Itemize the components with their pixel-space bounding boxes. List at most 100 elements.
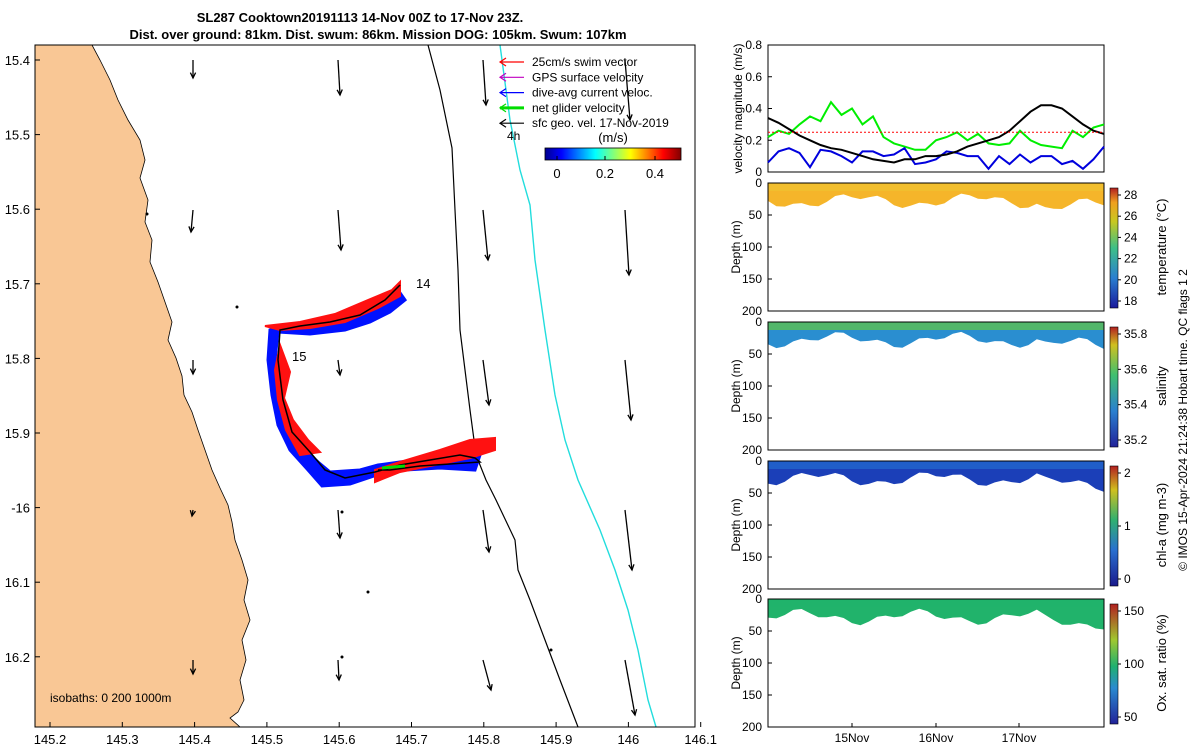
chla-y-tick-label: 200 <box>742 582 762 596</box>
oxygen-y-label: Depth (m) <box>729 636 743 689</box>
map-y-tick-label: 15.5 <box>5 128 30 143</box>
temperature-colorbar-tick-label: 18 <box>1124 294 1138 308</box>
chla-colorbar-tick-label: 2 <box>1124 466 1131 480</box>
chla-y-tick-label: 100 <box>742 518 762 532</box>
vector-arrowhead <box>627 414 634 422</box>
temperature-colorbar-tick-label: 24 <box>1124 230 1138 244</box>
vector-arrowhead <box>630 709 638 717</box>
map-x-tick-label: 145.5 <box>251 732 284 747</box>
geostrophic-vector <box>482 59 487 106</box>
salinity-y-tick-label: 150 <box>742 411 762 425</box>
velocity-y-tick-label: 0.8 <box>745 38 762 52</box>
salinity-colorbar-label: salinity <box>1154 366 1169 406</box>
geostrophic-vector <box>624 359 632 421</box>
map-colorbar-title: (m/s) <box>598 130 628 145</box>
chla-colorbar-tick-label: 0 <box>1124 572 1131 586</box>
day-label-14: 14 <box>416 276 430 291</box>
legend-arrowhead <box>498 103 507 113</box>
geostrophic-vector <box>624 659 636 716</box>
vector-arrowhead <box>625 269 632 277</box>
vector-arrowhead <box>336 369 343 377</box>
map-x-tick-label: 145.2 <box>34 732 67 747</box>
geostrophic-vector <box>337 209 342 251</box>
oxygen-background <box>768 599 1104 727</box>
oxygen-y-tick-label: 200 <box>742 720 762 734</box>
salinity-colorbar <box>1109 326 1119 448</box>
salinity-background <box>768 322 1104 450</box>
vector-arrowhead <box>628 564 635 572</box>
temperature-y-tick-label: 150 <box>742 272 762 286</box>
geostrophic-vector <box>337 359 341 376</box>
temperature-colorbar-tick-label: 28 <box>1124 188 1138 202</box>
map-colorbar-tick-label: 0 <box>553 166 560 181</box>
map-y-tick-label: 15.9 <box>5 426 30 441</box>
map-colorbar-tick-label: 0.4 <box>646 166 664 181</box>
salinity-colorbar-tick-label: 35.6 <box>1124 362 1148 376</box>
map-panel: 14 15 145.2 145.3 145.4 145.5 145.6 145.7 145.… <box>5 44 717 747</box>
glider-track-line <box>277 284 482 479</box>
legend-item-label: sfc geo. vel. 17-Nov-2019 <box>532 116 669 130</box>
legend-arrowhead <box>498 57 507 67</box>
map-x-tick-label: 145.4 <box>178 732 211 747</box>
geostrophic-vector <box>337 59 341 96</box>
temperature-y-tick-label: 100 <box>742 240 762 254</box>
chla-colorbar-tick-label: 1 <box>1124 519 1131 533</box>
salinity-y-tick-label: 0 <box>755 315 762 329</box>
legend-item-label: dive-avg current veloc. <box>532 86 653 100</box>
geostrophic-vector <box>337 659 340 681</box>
map-colorbar-tick-label: 0.2 <box>596 166 614 181</box>
oxygen-surface-layer <box>768 599 1104 607</box>
chla-y-tick-label: 0 <box>755 454 762 468</box>
vector-arrowhead <box>189 368 197 376</box>
geostrophic-vector-field <box>188 59 638 717</box>
velocity-series-line <box>767 145 1105 171</box>
chla-y-label: Depth (m) <box>729 498 743 551</box>
map-x-tick-label: 145.8 <box>468 732 501 747</box>
island-dot <box>549 648 553 652</box>
chla-y-tick-label: 50 <box>749 486 763 500</box>
map-x-tick-label: 145.9 <box>540 732 573 747</box>
temperature-y-tick-label: 50 <box>749 208 763 222</box>
map-x-tick-label: 145.7 <box>395 732 428 747</box>
salinity-surface-layer <box>768 322 1104 330</box>
map-y-tick-label: 15.7 <box>5 277 30 292</box>
map-y-tick-label: 15.8 <box>5 351 30 366</box>
time-tick-label: 17Nov <box>1002 731 1037 745</box>
vector-arrowhead <box>189 668 197 676</box>
land-coast <box>35 45 251 727</box>
legend-item-label: 25cm/s swim vector <box>532 55 637 69</box>
temperature-surface-layer <box>768 183 1104 191</box>
oxygen-colorbar-tick-label: 150 <box>1124 604 1144 618</box>
chla-colorbar-label: chl-a (mg m-3) <box>1154 483 1169 568</box>
geostrophic-vector <box>624 209 630 276</box>
temperature-colorbar-tick-label: 26 <box>1124 209 1138 223</box>
oxygen-colorbar-label: Ox. sat. ratio (%) <box>1154 614 1169 712</box>
vector-arrowhead <box>189 510 196 518</box>
map-y-tick-label: 15.4 <box>5 53 30 68</box>
velocity-y-tick-label: 0 <box>755 165 762 179</box>
geostrophic-vector <box>482 659 492 691</box>
island-dot <box>340 655 344 659</box>
legend-arrowhead <box>498 72 507 82</box>
chla-panel: 0 50 100 150 200 Depth (m) 0 1 2 chl-a (mg m-3) <box>729 454 1169 596</box>
map-x-axis: 145.2 145.3 145.4 145.5 145.6 145.7 145.8 145.9… <box>34 722 717 747</box>
island-dot <box>145 212 149 216</box>
geostrophic-vector <box>190 209 194 233</box>
map-y-axis: 15.4 15.5 15.6 15.7 15.8 15.9 -16 16.1 16.2 <box>5 53 40 665</box>
island-dot <box>340 510 344 514</box>
oxygen-y-tick-label: 0 <box>755 592 762 606</box>
velocity-series-line <box>767 100 1105 151</box>
map-y-tick-label: 16.1 <box>5 575 30 590</box>
day-label-15: 15 <box>292 349 306 364</box>
vector-arrowhead <box>337 244 344 252</box>
velocity-y-tick-label: 0.2 <box>745 133 762 147</box>
temperature-y-tick-label: 0 <box>755 176 762 190</box>
geostrophic-vector <box>482 509 490 553</box>
geostrophic-vector <box>624 509 633 571</box>
velocity-series-line <box>767 104 1105 164</box>
vector-arrowhead <box>485 399 492 407</box>
chla-surface-layer <box>768 461 1104 469</box>
temperature-y-label: Depth (m) <box>729 220 743 273</box>
geostrophic-vector <box>482 359 490 406</box>
